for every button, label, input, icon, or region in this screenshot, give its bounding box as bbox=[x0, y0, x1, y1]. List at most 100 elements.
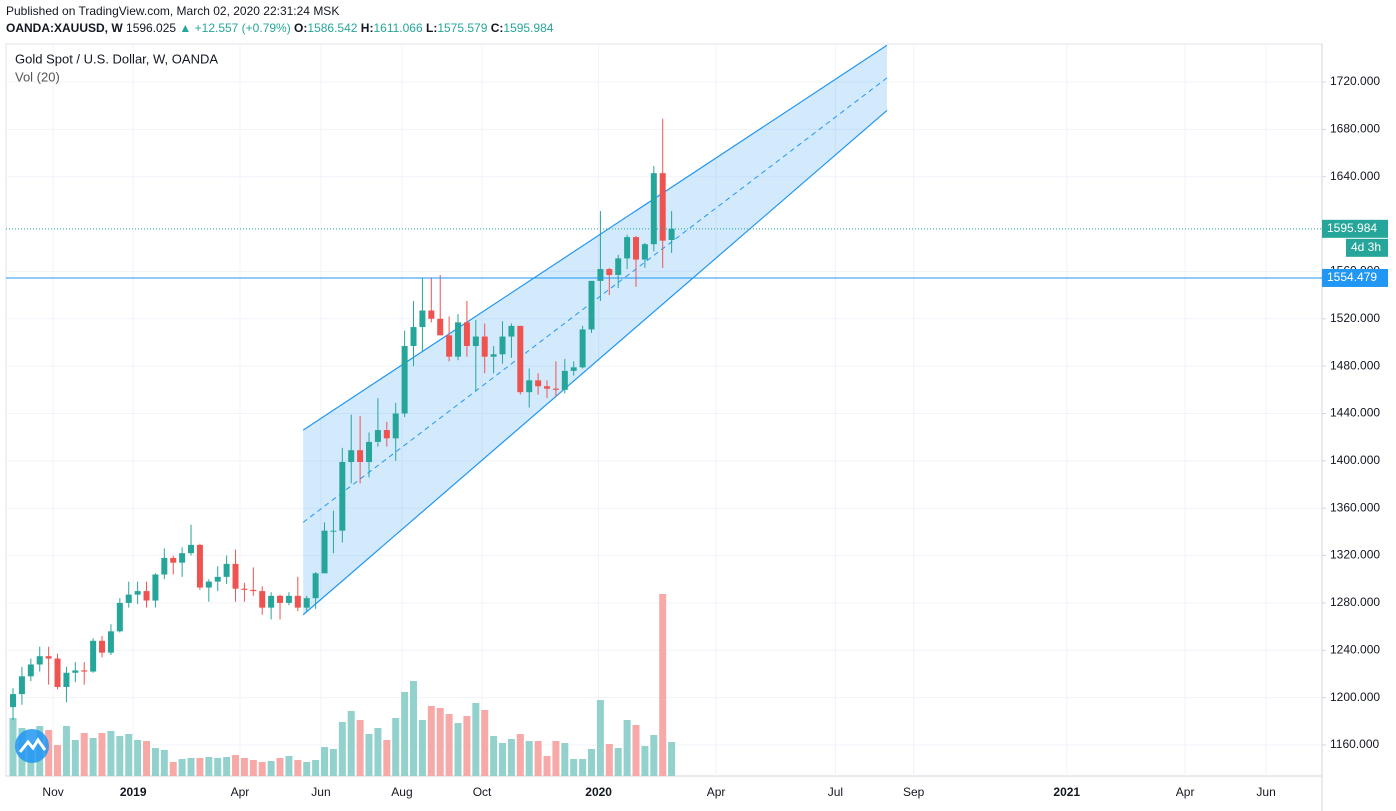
candle-body bbox=[179, 553, 186, 563]
volume-bar bbox=[427, 706, 435, 776]
volume-bar bbox=[436, 708, 444, 776]
y-tick-label: 1360.000 bbox=[1330, 500, 1380, 514]
candle-body bbox=[99, 640, 106, 653]
candle-body bbox=[552, 388, 559, 390]
volume-bar bbox=[650, 735, 658, 776]
candle-body bbox=[579, 329, 586, 368]
candle-body bbox=[134, 591, 141, 595]
volume-bar bbox=[71, 740, 79, 776]
candle-body bbox=[10, 694, 17, 708]
volume-bar bbox=[249, 760, 257, 776]
volume-bar bbox=[116, 736, 124, 776]
current-price-label: 1595.984 bbox=[1327, 221, 1377, 235]
candle-body bbox=[490, 354, 497, 357]
axes: 1160.000 1200.000 1240.000 1280.000 1320.000… bbox=[6, 74, 1388, 799]
volume-bar bbox=[9, 718, 17, 776]
volume-bar bbox=[472, 703, 480, 776]
candle-body bbox=[268, 595, 275, 608]
candle-body bbox=[606, 269, 613, 275]
y-tick-label: 1480.000 bbox=[1330, 358, 1380, 372]
x-tick-label: Oct bbox=[473, 785, 492, 799]
ohlc-label: C: bbox=[490, 21, 504, 35]
candle-body bbox=[428, 310, 435, 319]
volume-bar bbox=[45, 730, 53, 776]
ohlc-value: 1611.066 bbox=[373, 21, 423, 35]
candle-body bbox=[143, 591, 150, 601]
volume-pane bbox=[9, 594, 676, 776]
channel-upper bbox=[302, 44, 888, 431]
x-tick-label: 2020 bbox=[585, 785, 612, 799]
candle-body bbox=[419, 310, 426, 328]
indicator-label: Vol (20) bbox=[15, 69, 60, 84]
candle-body bbox=[107, 631, 114, 653]
y-tick-label: 1720.000 bbox=[1330, 74, 1380, 88]
y-tick-label: 1400.000 bbox=[1330, 453, 1380, 467]
volume-bar bbox=[516, 734, 524, 776]
ohlc-value: 1595.984 bbox=[503, 21, 554, 35]
candle-body bbox=[455, 322, 462, 357]
candle-body bbox=[597, 269, 604, 281]
volume-bar bbox=[303, 762, 311, 776]
published-note: Published on TradingView.com, March 02, … bbox=[6, 4, 340, 18]
candle-body bbox=[250, 589, 257, 592]
candle-body bbox=[659, 173, 666, 241]
candle-body bbox=[463, 322, 470, 347]
volume-bar bbox=[596, 700, 604, 776]
volume-bar bbox=[668, 742, 676, 776]
y-tick-label: 1640.000 bbox=[1330, 169, 1380, 183]
candle-body bbox=[650, 173, 657, 245]
candle-body bbox=[321, 530, 328, 574]
channel bbox=[302, 44, 888, 616]
countdown-label: 4d 3h bbox=[1351, 240, 1381, 254]
volume-bar bbox=[62, 726, 70, 776]
x-tick-label: Jul bbox=[828, 785, 843, 799]
volume-bar bbox=[481, 710, 489, 776]
volume-bar bbox=[80, 733, 88, 776]
candle-body bbox=[18, 676, 25, 695]
candle-body bbox=[303, 598, 310, 608]
candle-body bbox=[277, 595, 284, 603]
volume-bar bbox=[214, 758, 222, 776]
volume-bar bbox=[552, 741, 560, 776]
x-tick-label: 2019 bbox=[120, 785, 147, 799]
candle-body bbox=[294, 595, 301, 608]
volume-bar bbox=[401, 692, 409, 776]
candle-body bbox=[526, 380, 533, 393]
candle-body bbox=[472, 336, 479, 347]
horizontal-line-label: 1554.479 bbox=[1327, 270, 1377, 284]
x-tick-label: Apr bbox=[231, 785, 250, 799]
candle-body bbox=[633, 237, 640, 260]
x-tick-label: Jun bbox=[1256, 785, 1275, 799]
volume-bar bbox=[463, 716, 471, 776]
candles bbox=[10, 118, 675, 721]
volume-bar bbox=[614, 748, 622, 776]
candle-body bbox=[588, 280, 595, 330]
volume-bar bbox=[445, 714, 453, 776]
candle-body bbox=[499, 336, 506, 355]
volume-bar bbox=[321, 747, 329, 776]
volume-bar bbox=[267, 761, 275, 776]
volume-bar bbox=[160, 750, 168, 776]
candle-body bbox=[357, 450, 364, 463]
candle-body bbox=[232, 563, 239, 589]
candle-body bbox=[63, 672, 70, 687]
volume-bar bbox=[374, 728, 382, 776]
volume-bar bbox=[410, 681, 418, 776]
y-tick-label: 1200.000 bbox=[1330, 690, 1380, 704]
volume-bar bbox=[294, 760, 302, 776]
candle-body bbox=[366, 441, 373, 463]
candle-body bbox=[205, 581, 212, 588]
candle-body bbox=[339, 462, 346, 531]
volume-bar bbox=[169, 762, 177, 776]
chart-title: Gold Spot / U.S. Dollar, W, OANDA bbox=[15, 51, 218, 66]
candle-body bbox=[615, 258, 622, 275]
volume-bar bbox=[258, 762, 266, 776]
volume-bar bbox=[232, 755, 240, 776]
volume-bar bbox=[240, 758, 248, 776]
candle-body bbox=[285, 595, 292, 603]
candle-body bbox=[624, 237, 631, 259]
y-tick-label: 1440.000 bbox=[1330, 406, 1380, 420]
x-tick-label: Sep bbox=[903, 785, 925, 799]
candle-body bbox=[570, 367, 577, 371]
